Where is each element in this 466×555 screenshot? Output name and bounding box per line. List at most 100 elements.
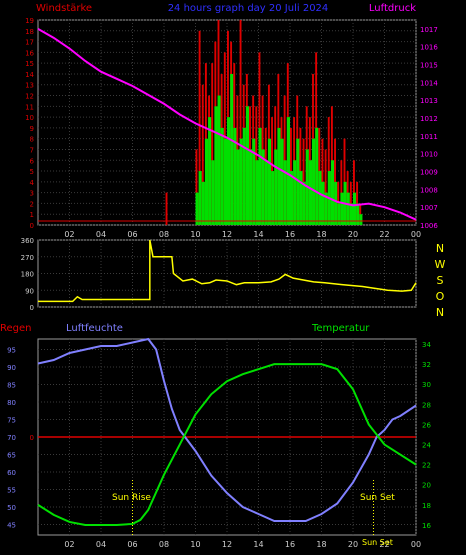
wind-average-bar (198, 171, 202, 225)
humidity-tick-label: 95 (7, 347, 16, 355)
wind-tick-label: 14 (25, 71, 34, 79)
temperature-tick-label: 22 (422, 462, 431, 470)
wind-tick-label: 0 (30, 222, 34, 230)
wind-average-bar (334, 181, 338, 225)
wind-tick-label: 10 (25, 114, 34, 122)
temperature-tick-label: 30 (422, 381, 431, 389)
wind-direction-line (38, 239, 417, 303)
x-tick-label: 20 (348, 230, 358, 239)
direction-tick-label: 270 (21, 254, 34, 262)
pressure-tick-label: 1007 (420, 204, 438, 212)
wind-average-bar (321, 181, 325, 225)
wind-tick-label: 1 (30, 211, 34, 219)
wind-average-bar (264, 160, 268, 225)
humidity-tick-label: 65 (7, 452, 16, 460)
wind-average-bar (252, 138, 256, 225)
bottom-chart-marks (37, 337, 417, 535)
wind-average-bar (242, 127, 246, 225)
wind-average-bar (302, 181, 306, 225)
wind-average-bar (324, 192, 328, 225)
pressure-tick-label: 1016 (420, 44, 438, 52)
x-tick-label: 22 (379, 230, 389, 239)
humidity-tick-label: 70 (7, 434, 16, 442)
x-tick-label: 22 (379, 540, 389, 549)
wind-tick-label: 11 (25, 103, 34, 111)
compass-n-top: N (436, 242, 444, 255)
wind-average-bar (249, 149, 253, 225)
wind-average-bar (217, 95, 221, 226)
wind-average-bar (195, 192, 199, 225)
wind-average-bar (201, 181, 205, 225)
wind-average-bar (204, 138, 209, 225)
temperature-tick-label: 34 (422, 341, 431, 349)
rain-label: Regen (0, 323, 32, 334)
x-tick-label: 16 (285, 540, 295, 549)
pressure-tick-label: 1010 (420, 151, 438, 159)
wind-gust-bar (165, 192, 168, 225)
temperature-tick-label: 16 (422, 522, 431, 530)
wind-average-bar (299, 171, 303, 225)
wind-average-bar (330, 160, 335, 225)
wind-average-bar (359, 214, 363, 225)
temperature-tick-label: 32 (422, 361, 431, 369)
wind-average-bar (356, 203, 360, 225)
wind-average-bar (340, 192, 344, 225)
pressure-tick-label: 1017 (420, 26, 438, 34)
wind-average-bar (349, 203, 353, 225)
x-tick-label: 16 (285, 230, 295, 239)
wind-gust-bar (211, 63, 214, 225)
wind-average-bar (208, 117, 212, 225)
wind-average-bar (315, 127, 319, 225)
humidity-tick-label: 80 (7, 399, 16, 407)
wind-tick-label: 3 (30, 190, 34, 198)
x-tick-label: 06 (127, 230, 137, 239)
wind-gust-bar (195, 149, 198, 225)
sunset-label: Sun Set (360, 493, 395, 503)
wind-average-bar (227, 117, 231, 225)
wind-tick-label: 12 (25, 93, 34, 101)
wind-average-bar (245, 106, 250, 225)
wind-tick-label: 5 (30, 168, 34, 176)
x-tick-label: 12 (222, 230, 232, 239)
pressure-tick-label: 1006 (420, 222, 438, 230)
pressure-tick-label: 1015 (420, 62, 438, 70)
compass-s: S (437, 274, 444, 287)
humidity-label: Luftfeuchte (66, 323, 123, 334)
wind-average-bar (286, 117, 290, 225)
wind-average-bar (214, 106, 218, 225)
compass-o: O (436, 290, 445, 303)
compass-n-bottom: N (436, 306, 444, 319)
wind-axis-title: Windstärke (36, 3, 92, 14)
x-tick-label: 08 (159, 540, 169, 549)
humidity-tick-label: 55 (7, 487, 16, 495)
x-tick-label: 00 (411, 540, 421, 549)
temperature-tick-label: 20 (422, 482, 431, 490)
wind-tick-label: 6 (30, 157, 35, 165)
wind-gust-bar (198, 30, 201, 225)
wind-average-bar (220, 127, 224, 225)
temperature-tick-label: 26 (422, 421, 431, 429)
direction-tick-label: 180 (21, 271, 34, 279)
wind-tick-label: 16 (25, 49, 34, 57)
humidity-tick-label: 75 (7, 417, 16, 425)
pressure-tick-label: 1012 (420, 115, 438, 123)
wind-average-bar (280, 138, 284, 225)
wind-average-bar (283, 160, 287, 225)
x-tick-label: 12 (222, 540, 232, 549)
pressure-tick-label: 1008 (420, 186, 438, 194)
x-tick-label: 10 (190, 230, 200, 239)
sunrise-label: Sun Rise (112, 493, 151, 503)
wind-average-bar (239, 138, 243, 225)
pressure-axis-title: Luftdruck (369, 3, 416, 14)
wind-average-bar (293, 160, 297, 225)
x-tick-label: 18 (316, 230, 326, 239)
wind-average-bar (267, 138, 272, 225)
wind-tick-label: 13 (25, 82, 34, 90)
x-tick-label: 00 (411, 230, 421, 239)
top-chart-marks (37, 20, 417, 226)
pressure-tick-label: 1009 (420, 169, 438, 177)
wind-average-bar (353, 192, 357, 225)
wind-average-bar (290, 171, 294, 225)
wind-average-bar (230, 73, 234, 226)
